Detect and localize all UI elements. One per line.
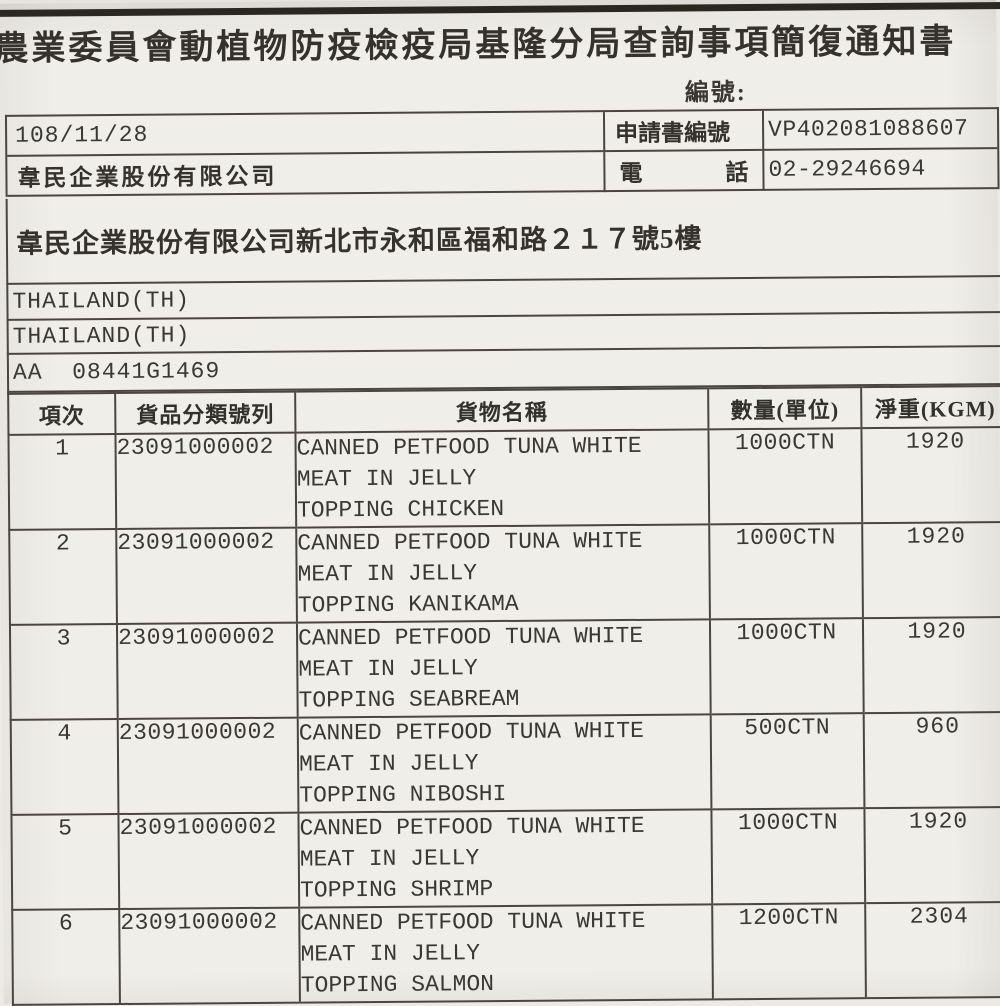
item-no: 5 <box>11 814 119 910</box>
goods-description: CANNED PETFOOD TUNA WHITE MEAT IN JELLY … <box>296 524 710 622</box>
col-header-quantity: 數量(單位) <box>708 387 861 429</box>
quantity: 1000CTN <box>711 808 865 904</box>
page-title: 農業委員會動植物防疫檢疫局基隆分局查詢事項簡復通知書 <box>0 13 997 70</box>
goods-table: 項次 貨品分類號列 貨物名稱 數量(單位) 淨重(KGM) 1 23091000… <box>7 385 1000 1006</box>
applicant-address-cell: 韋民企業股份有限公司新北市永和區福和路２１７號5樓 <box>6 191 1000 285</box>
col-header-goods-name: 貨物名稱 <box>295 388 708 432</box>
table-row: 5 23091000002 CANNED PETFOOD TUNA WHITE … <box>11 807 1000 910</box>
commodity-code: 23091000002 <box>118 813 299 909</box>
phone-label-right: 話 <box>725 153 748 187</box>
net-weight: 960 <box>864 712 1000 808</box>
table-row: 4 23091000002 CANNED PETFOOD TUNA WHITE … <box>11 712 1000 815</box>
commodity-code: 23091000002 <box>116 528 297 624</box>
table-row: 1 23091000002 CANNED PETFOOD TUNA WHITE … <box>8 427 1000 530</box>
phone-value: 02-29246694 <box>762 149 997 191</box>
col-header-net-weight: 淨重(KGM) <box>861 386 1000 428</box>
goods-description: CANNED PETFOOD TUNA WHITE MEAT IN JELLY … <box>298 714 712 812</box>
info-table: 108/11/28 申請書編號 VP402081088607 韋民企業股份有限公… <box>5 107 1000 197</box>
col-header-item-no: 項次 <box>8 393 115 435</box>
serial-number-label: 編號: <box>685 72 747 107</box>
commodity-code: 23091000002 <box>119 908 300 1004</box>
net-weight: 1920 <box>863 617 1000 713</box>
phone-label: 電 話 <box>603 151 762 192</box>
commodity-code: 23091000002 <box>117 623 298 719</box>
quantity: 1000CTN <box>710 618 864 714</box>
quantity: 500CTN <box>711 713 865 809</box>
item-no: 1 <box>8 434 116 530</box>
quantity: 1200CTN <box>712 903 866 999</box>
net-weight: 1920 <box>862 522 1000 618</box>
quantity: 1000CTN <box>709 523 863 619</box>
application-no-label: 申請書編號 <box>603 111 762 152</box>
item-no: 3 <box>10 624 118 720</box>
table-row: 6 23091000002 CANNED PETFOOD TUNA WHITE … <box>12 902 1000 1005</box>
application-no-value: VP402081088607 <box>762 109 997 151</box>
net-weight: 1920 <box>861 427 1000 523</box>
goods-description: CANNED PETFOOD TUNA WHITE MEAT IN JELLY … <box>299 904 713 1002</box>
goods-description: CANNED PETFOOD TUNA WHITE MEAT IN JELLY … <box>297 619 711 717</box>
applicant-name-cell: 韋民企業股份有限公司 <box>7 152 603 197</box>
table-row: 3 23091000002 CANNED PETFOOD TUNA WHITE … <box>10 617 1000 720</box>
table-row: 2 23091000002 CANNED PETFOOD TUNA WHITE … <box>9 522 1000 625</box>
commodity-code: 23091000002 <box>115 433 296 529</box>
item-no: 4 <box>11 719 119 815</box>
net-weight: 2304 <box>865 902 1000 998</box>
item-no: 6 <box>12 909 120 1005</box>
date-cell: 108/11/28 <box>7 112 603 157</box>
phone-label-left: 電 <box>619 154 642 188</box>
col-header-commodity-code: 貨品分類號列 <box>115 392 295 434</box>
commodity-code: 23091000002 <box>118 718 299 814</box>
net-weight: 1920 <box>864 807 1000 903</box>
item-no: 2 <box>9 529 117 625</box>
goods-description: CANNED PETFOOD TUNA WHITE MEAT IN JELLY … <box>295 429 709 527</box>
quantity: 1000CTN <box>708 428 862 524</box>
goods-description: CANNED PETFOOD TUNA WHITE MEAT IN JELLY … <box>298 809 712 907</box>
